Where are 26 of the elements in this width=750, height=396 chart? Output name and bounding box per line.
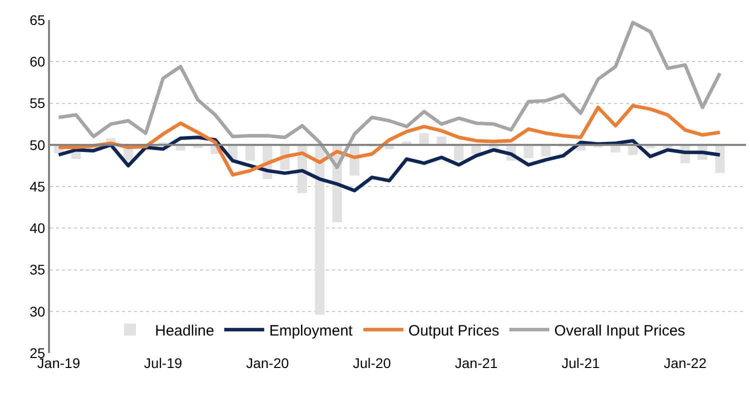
y-tick-label: 65: [30, 12, 46, 28]
bar: [314, 144, 324, 315]
x-tick-label: Jul-21: [562, 355, 600, 371]
bar: [419, 133, 429, 145]
y-tick-label: 35: [30, 262, 46, 278]
y-tick-label: 30: [30, 303, 46, 320]
x-tick-label: Jan-21: [454, 355, 498, 371]
bar: [524, 144, 534, 158]
x-tick-label: Jan-22: [664, 355, 707, 371]
legend-label: Overall Input Prices: [554, 322, 686, 340]
y-tick-label: 40: [30, 220, 46, 236]
bar: [454, 144, 464, 161]
y-tick-label: 50: [30, 136, 46, 153]
x-tick-label: Jul-20: [352, 355, 392, 371]
legend-label: Employment: [269, 322, 354, 340]
line-series: [56, 104, 722, 177]
line-series: [56, 136, 722, 192]
legend-label: Output Prices: [408, 322, 500, 340]
line-series: [56, 20, 722, 170]
y-tick-label: 55: [30, 95, 46, 112]
x-tick-label: Jan-20: [246, 355, 290, 371]
legend-label: Headline: [155, 322, 214, 340]
x-tick-label: Jul-19: [144, 355, 182, 371]
y-tick-label: 60: [30, 54, 46, 70]
bar: [245, 144, 255, 161]
y-tick-label: 45: [30, 178, 46, 194]
